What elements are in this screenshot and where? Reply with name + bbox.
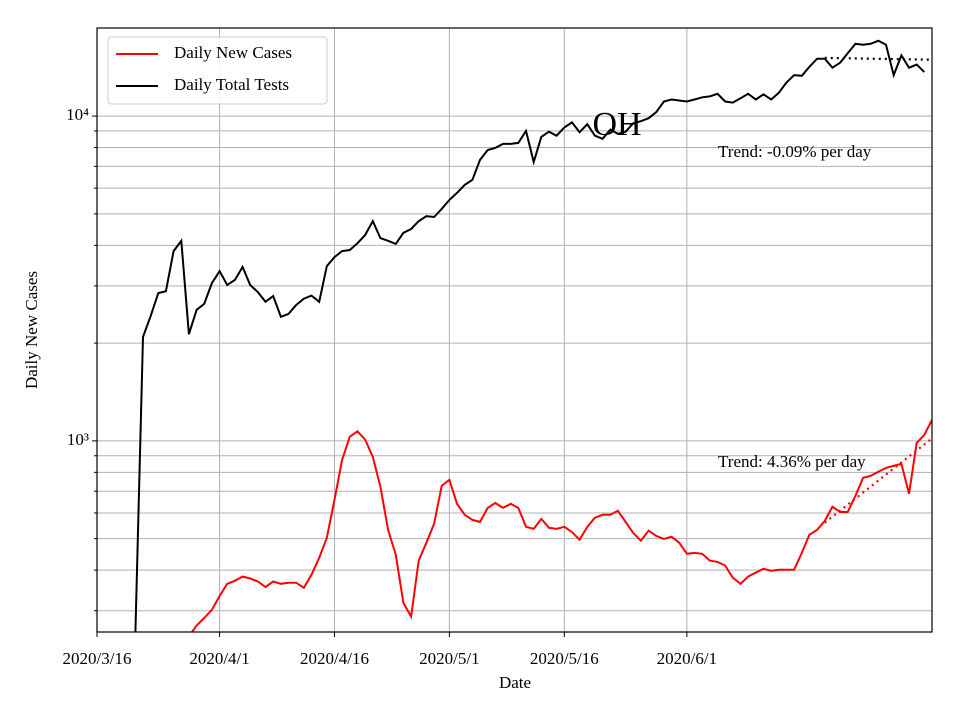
grid [96, 28, 932, 632]
trend-line [824, 56, 932, 61]
x-tick-label: 2020/6/1 [657, 649, 717, 668]
plot-lines [134, 39, 932, 632]
x-tick-label: 2020/3/16 [63, 649, 132, 668]
annotation: Trend: 4.36% per day [718, 452, 866, 471]
legend-items: Daily New Cases Daily Total Tests [116, 43, 292, 94]
series-line [134, 39, 926, 632]
ticks: 2020/3/16 2020/4/1 2020/4/16 2020/5/1 2020/5… [63, 105, 718, 668]
legend-label: Daily Total Tests [174, 75, 289, 94]
x-tick-label: 2020/5/16 [530, 649, 599, 668]
legend: Daily New Cases Daily Total Tests [107, 36, 328, 105]
x-tick-label: 2020/5/1 [419, 649, 479, 668]
y-tick-label: 10⁴ [66, 105, 89, 124]
y-tick-label: 10³ [67, 430, 89, 449]
plot-frame [96, 27, 933, 633]
legend-label: Daily New Cases [174, 43, 292, 62]
x-axis-label: Date [499, 673, 531, 692]
annotation: Trend: -0.09% per day [718, 142, 872, 161]
x-tick-label: 2020/4/1 [189, 649, 249, 668]
y-axis-label: Daily New Cases [22, 271, 41, 389]
series-line [190, 419, 932, 632]
legend-box [107, 36, 328, 105]
chart-title: OH [592, 106, 641, 143]
x-tick-label: 2020/4/16 [300, 649, 369, 668]
